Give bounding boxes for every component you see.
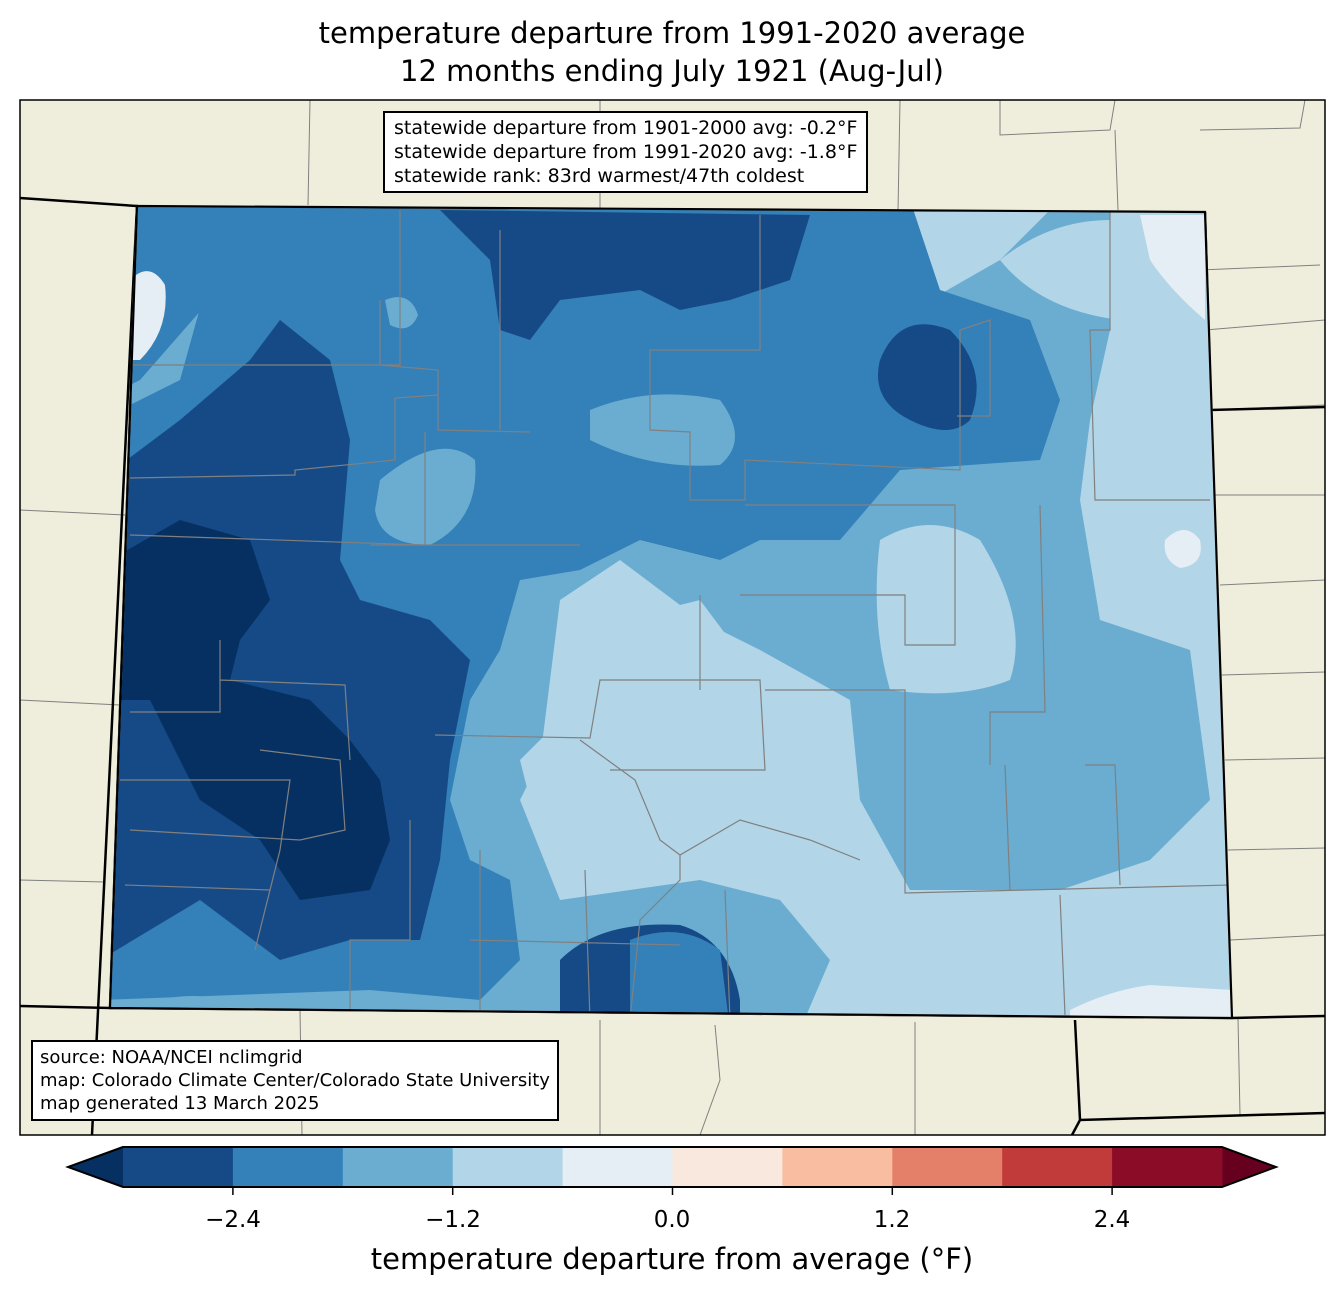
colorbar-bin [342, 1147, 454, 1187]
source-data: source: NOAA/NCEI nclimgrid [40, 1047, 303, 1068]
colorbar-bin [562, 1147, 673, 1187]
colorbar-tick-label: −1.2 [425, 1207, 481, 1233]
colorbar-extend-min [68, 1147, 123, 1187]
colorbar-bin [1112, 1147, 1223, 1187]
source-map: map: Colorado Climate Center/Colorado St… [40, 1070, 550, 1091]
colorbar-outline [65, 1146, 1279, 1188]
source-box: source: NOAA/NCEI nclimgrid map: Colorad… [31, 1040, 559, 1121]
colorbar-tick-label: 2.4 [1093, 1207, 1131, 1233]
county-lines [120, 210, 1231, 1018]
colorbar-label: temperature departure from average (°F) [370, 1242, 974, 1276]
source-generated: map generated 13 March 2025 [40, 1093, 320, 1114]
colorbar-extend-max [1222, 1147, 1276, 1187]
stats-departure-1901-2000: statewide departure from 1901-2000 avg: … [394, 117, 858, 139]
statewide-stats-box: statewide departure from 1901-2000 avg: … [383, 111, 869, 193]
stats-departure-1991-2020: statewide departure from 1991-2020 avg: … [394, 141, 858, 163]
colorbar-bin [782, 1147, 893, 1187]
map-frame [19, 99, 1326, 1136]
map-subtitle: 12 months ending July 1921 (Aug-Jul) [400, 54, 944, 88]
temperature-contours [110, 206, 1232, 1018]
colorbar-tick-label: 0.0 [653, 1207, 691, 1233]
colorbar-bin [452, 1147, 564, 1187]
colorbar-bin [1002, 1147, 1113, 1187]
map-title: temperature departure from 1991-2020 ave… [318, 16, 1026, 50]
neighbor-county-lines [20, 100, 1325, 1135]
colorbar-bin [892, 1147, 1003, 1187]
colorbar-tick-label: −2.4 [205, 1207, 261, 1233]
colorbar [65, 1146, 1279, 1195]
colorbar-bin [232, 1147, 344, 1187]
colorbar-bin [123, 1147, 234, 1187]
colorbar-bin [672, 1147, 783, 1187]
stats-rank: statewide rank: 83rd warmest/47th coldes… [394, 165, 805, 187]
colorbar-tick-label: 1.2 [873, 1207, 911, 1233]
